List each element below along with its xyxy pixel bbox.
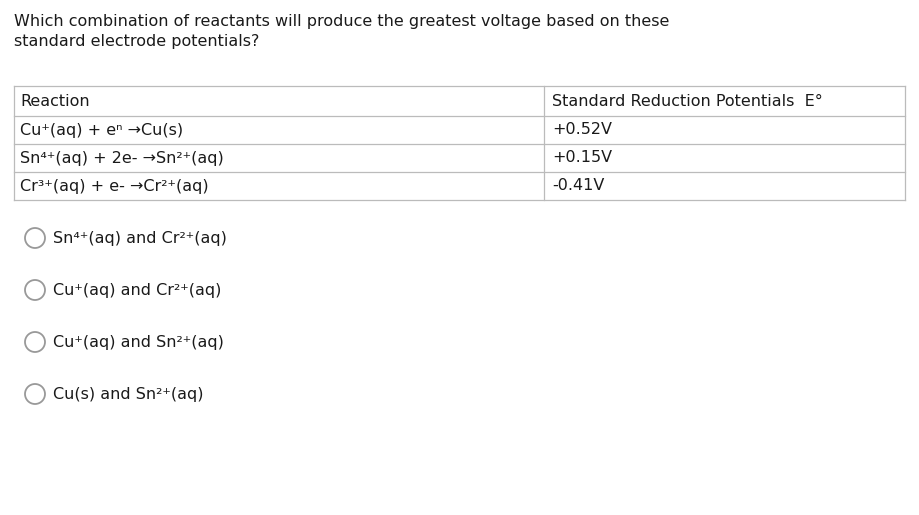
Text: Cu⁺(aq) and Sn²⁺(aq): Cu⁺(aq) and Sn²⁺(aq) (53, 335, 224, 350)
Text: -0.41V: -0.41V (552, 179, 605, 194)
Text: Cu⁺(aq) and Cr²⁺(aq): Cu⁺(aq) and Cr²⁺(aq) (53, 283, 221, 298)
Text: Cr³⁺(aq) + e- →Cr²⁺(aq): Cr³⁺(aq) + e- →Cr²⁺(aq) (20, 179, 209, 194)
Text: Standard Reduction Potentials  E°: Standard Reduction Potentials E° (552, 94, 823, 109)
Text: Cu⁺(aq) + eⁿ →Cu(s): Cu⁺(aq) + eⁿ →Cu(s) (20, 123, 183, 138)
Text: Sn⁴⁺(aq) and Cr²⁺(aq): Sn⁴⁺(aq) and Cr²⁺(aq) (53, 231, 227, 246)
Text: Cu(s) and Sn²⁺(aq): Cu(s) and Sn²⁺(aq) (53, 386, 203, 402)
Text: Reaction: Reaction (20, 94, 90, 109)
Text: +0.15V: +0.15V (552, 150, 612, 165)
Text: +0.52V: +0.52V (552, 123, 612, 138)
Text: Sn⁴⁺(aq) + 2e- →Sn²⁺(aq): Sn⁴⁺(aq) + 2e- →Sn²⁺(aq) (20, 150, 223, 165)
Text: Which combination of reactants will produce the greatest voltage based on these
: Which combination of reactants will prod… (14, 14, 669, 49)
